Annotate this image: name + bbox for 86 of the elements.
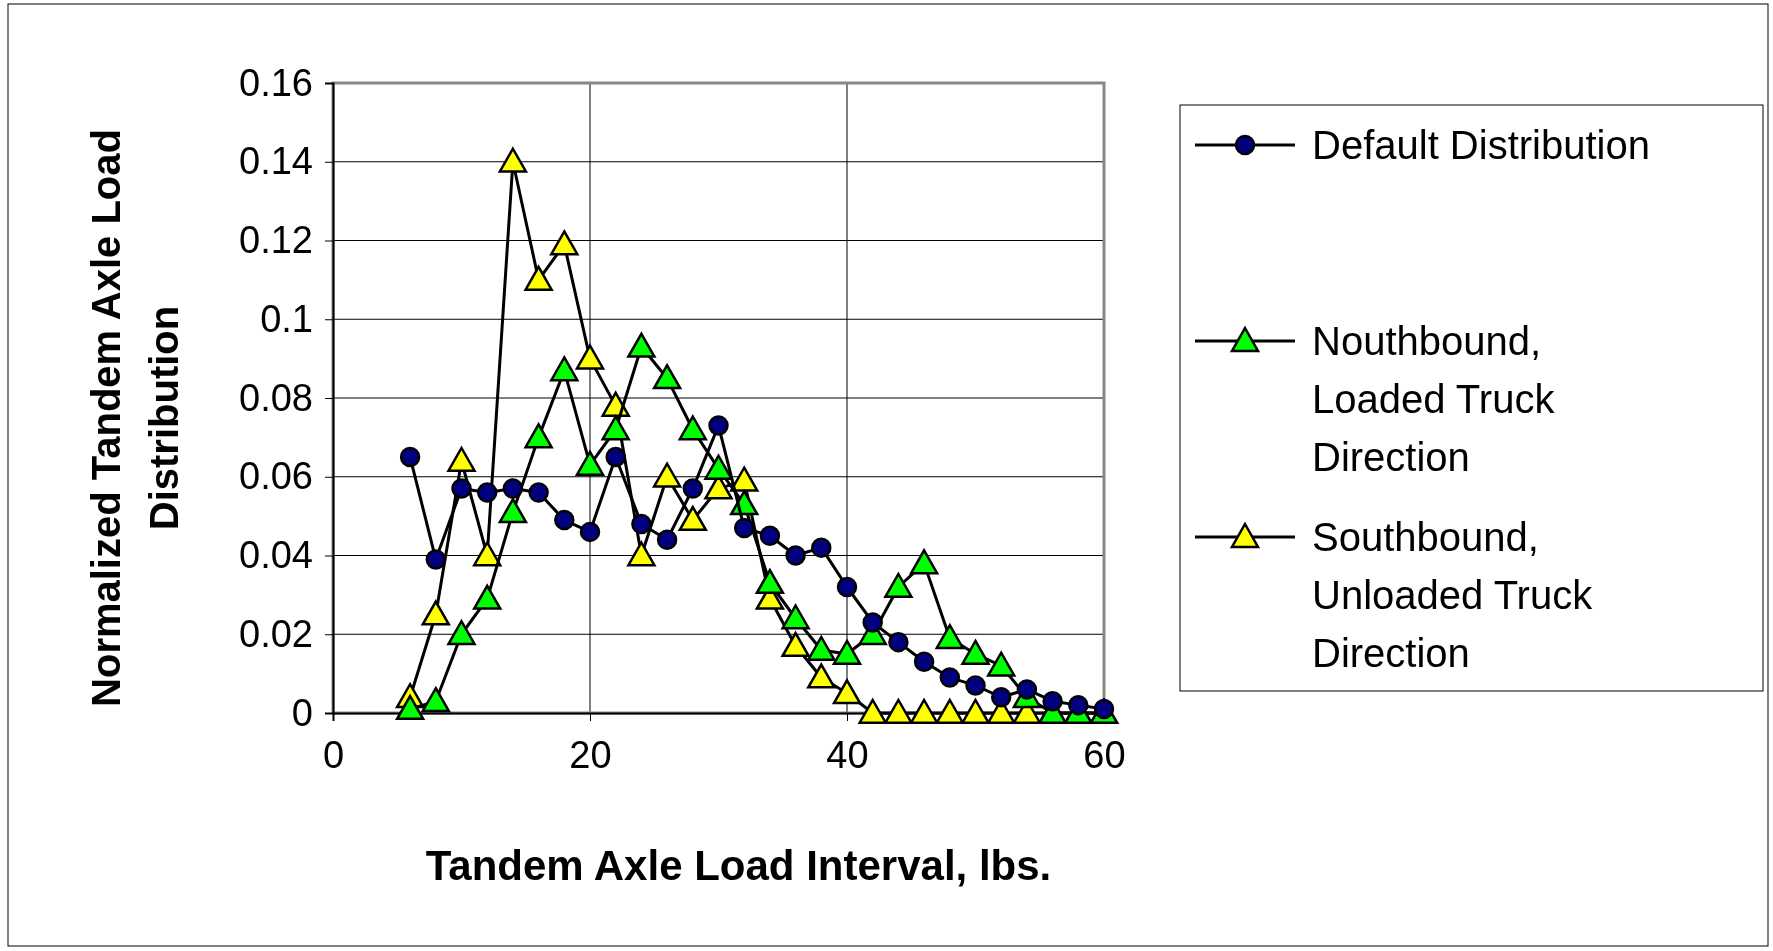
point — [807, 663, 836, 689]
point — [502, 478, 524, 499]
point — [601, 415, 630, 441]
point — [554, 509, 575, 531]
point — [399, 446, 421, 468]
point — [832, 639, 862, 665]
y-tick-label: 0.1 — [260, 297, 313, 340]
point — [708, 415, 729, 436]
point — [935, 623, 965, 650]
point — [421, 600, 451, 626]
y-tick-label: 0.16 — [239, 61, 313, 104]
point — [1016, 679, 1038, 700]
legend-label: Southbound, Unloaded Truck Direction — [1312, 515, 1594, 675]
y-tick-label: 0.06 — [239, 455, 313, 498]
point — [811, 537, 832, 558]
point — [1042, 690, 1063, 712]
point — [832, 679, 862, 705]
point — [579, 521, 601, 543]
point — [550, 230, 579, 256]
point — [807, 635, 836, 661]
legend-label: Nouthbound, Loaded Truck Direction — [1312, 319, 1556, 479]
point — [524, 423, 553, 449]
point — [990, 687, 1012, 708]
point — [884, 698, 913, 724]
point — [425, 549, 447, 570]
point — [451, 478, 472, 499]
point — [631, 513, 652, 535]
point — [627, 541, 656, 567]
point — [755, 568, 785, 595]
point — [652, 462, 682, 488]
point — [836, 576, 858, 598]
y-tick-label: 0.12 — [239, 219, 313, 262]
x-tick-label: 0 — [322, 733, 345, 776]
point — [733, 517, 755, 539]
point — [759, 525, 781, 547]
point — [472, 584, 502, 610]
point — [888, 631, 909, 653]
point — [605, 446, 626, 468]
y-tick-label: 0.04 — [239, 534, 313, 577]
point — [550, 356, 579, 382]
point — [858, 698, 887, 724]
x-tick-label: 60 — [1083, 733, 1126, 776]
x-tick-label: 40 — [826, 733, 869, 776]
point — [913, 651, 935, 673]
point — [729, 466, 759, 492]
point — [395, 694, 425, 721]
point — [862, 612, 883, 633]
point — [678, 415, 708, 441]
point — [986, 651, 1016, 677]
point — [682, 478, 704, 499]
y-tick-label: 0.08 — [239, 376, 313, 419]
y-axis-title: Normalized Tandem Axle Load Distribution — [84, 129, 186, 707]
point — [704, 454, 733, 480]
x-tick-label: 20 — [569, 733, 612, 776]
y-tick-label: 0.02 — [239, 612, 313, 655]
point — [678, 505, 708, 532]
point — [909, 549, 939, 575]
point — [421, 686, 451, 713]
y-tick-label: 0 — [291, 691, 313, 734]
point — [884, 572, 913, 598]
point — [627, 332, 656, 358]
legend-label: Default Distribution — [1312, 123, 1650, 167]
point — [498, 147, 528, 173]
point — [447, 446, 476, 472]
point — [528, 482, 549, 503]
point — [447, 620, 476, 646]
point — [575, 450, 605, 476]
point — [652, 364, 682, 390]
point — [935, 698, 965, 724]
point — [781, 604, 810, 630]
point — [961, 639, 990, 665]
point — [524, 265, 553, 291]
point — [472, 541, 502, 567]
point — [961, 698, 990, 724]
point — [965, 675, 986, 696]
point — [909, 698, 939, 724]
point — [656, 529, 678, 550]
y-tick-label: 0.14 — [239, 140, 313, 183]
point — [498, 497, 528, 524]
x-axis-title: Tandem Axle Load Interval, lbs. — [425, 842, 1052, 889]
point — [1068, 694, 1089, 716]
point — [939, 667, 961, 688]
point — [781, 631, 810, 658]
point — [476, 482, 498, 503]
point — [785, 545, 806, 566]
point — [575, 344, 605, 370]
